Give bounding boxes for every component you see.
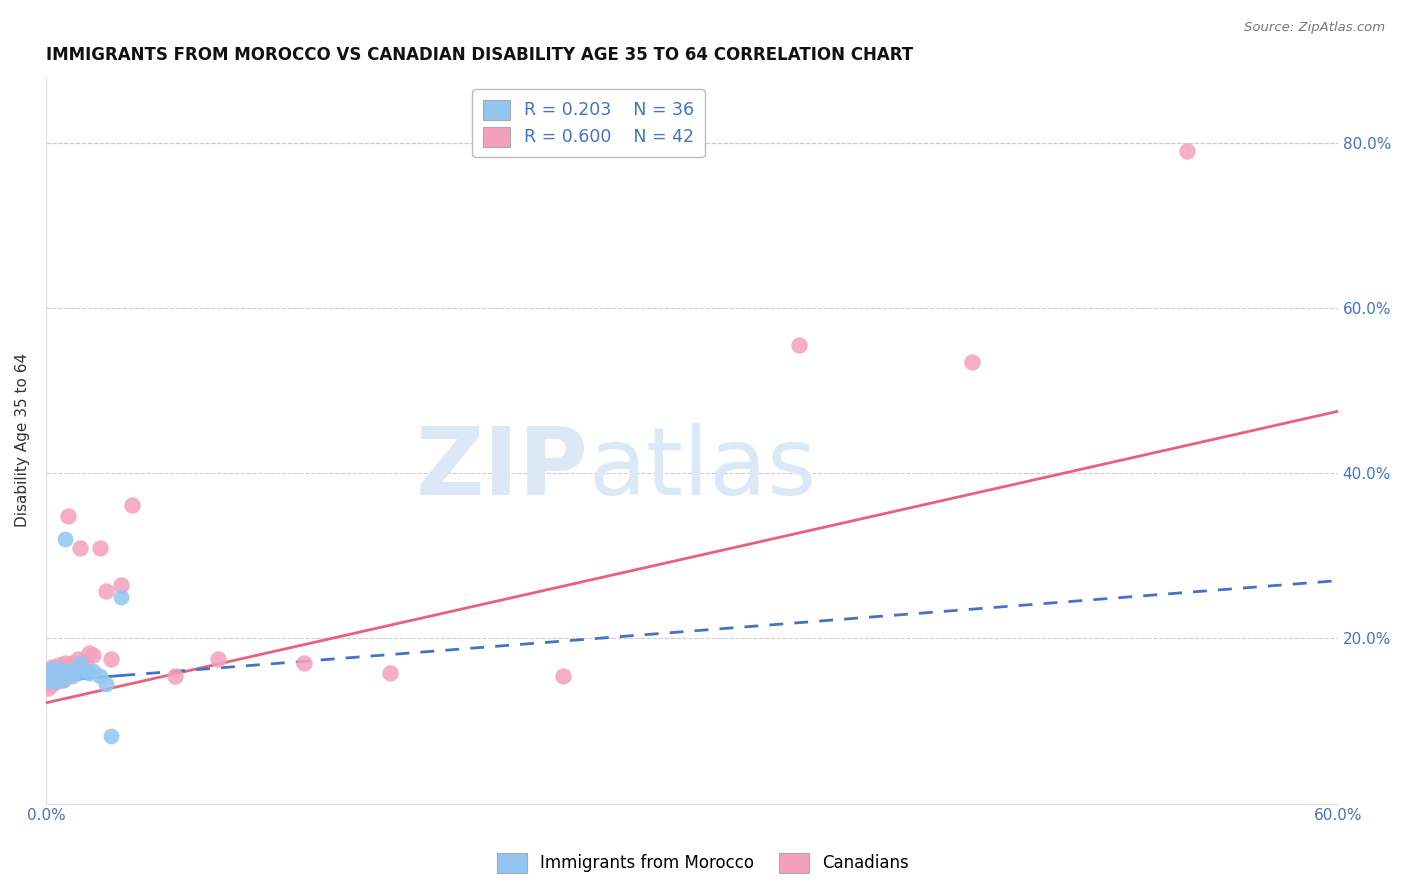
Point bbox=[49, 668, 72, 682]
Point bbox=[100, 652, 122, 666]
Point bbox=[63, 663, 86, 677]
Point bbox=[100, 729, 122, 743]
Point bbox=[41, 660, 63, 674]
Point bbox=[37, 668, 59, 682]
Point bbox=[44, 665, 66, 679]
Text: Source: ZipAtlas.com: Source: ZipAtlas.com bbox=[1244, 21, 1385, 34]
Point bbox=[82, 665, 104, 679]
Point bbox=[41, 662, 63, 676]
Point bbox=[45, 668, 67, 682]
Point bbox=[48, 666, 70, 681]
Point bbox=[45, 668, 67, 682]
Point bbox=[45, 665, 67, 679]
Point bbox=[82, 648, 104, 662]
Point bbox=[380, 666, 402, 681]
Point bbox=[165, 668, 187, 682]
Point bbox=[96, 583, 118, 598]
Point bbox=[37, 668, 59, 682]
Point bbox=[52, 673, 75, 687]
Point bbox=[60, 657, 83, 671]
Point bbox=[67, 666, 90, 681]
Point bbox=[49, 660, 72, 674]
Point bbox=[96, 677, 118, 691]
Point bbox=[551, 668, 574, 682]
Point bbox=[59, 665, 82, 679]
Point bbox=[77, 646, 100, 660]
Point bbox=[41, 666, 63, 681]
Point bbox=[73, 663, 96, 677]
Point bbox=[52, 663, 75, 677]
Point bbox=[48, 666, 70, 681]
Text: atlas: atlas bbox=[589, 424, 817, 516]
Point bbox=[39, 665, 62, 679]
Point bbox=[44, 671, 66, 685]
Text: ZIP: ZIP bbox=[416, 424, 589, 516]
Point bbox=[44, 663, 66, 677]
Point bbox=[53, 666, 76, 681]
Point bbox=[39, 665, 62, 679]
Point bbox=[44, 668, 66, 682]
Legend: R = 0.203    N = 36, R = 0.600    N = 42: R = 0.203 N = 36, R = 0.600 N = 42 bbox=[472, 89, 704, 157]
Y-axis label: Disability Age 35 to 64: Disability Age 35 to 64 bbox=[15, 353, 30, 527]
Point bbox=[789, 338, 811, 352]
Point bbox=[110, 578, 132, 592]
Point bbox=[56, 509, 79, 524]
Point bbox=[39, 673, 62, 687]
Point bbox=[37, 663, 59, 677]
Point bbox=[1175, 145, 1198, 159]
Point bbox=[49, 662, 72, 676]
Point bbox=[48, 657, 70, 672]
Point bbox=[41, 671, 63, 685]
Point bbox=[41, 677, 63, 691]
Point bbox=[48, 671, 70, 685]
Point bbox=[121, 498, 143, 512]
Point bbox=[56, 668, 79, 682]
Legend: Immigrants from Morocco, Canadians: Immigrants from Morocco, Canadians bbox=[491, 847, 915, 880]
Point bbox=[39, 668, 62, 682]
Point bbox=[37, 681, 59, 695]
Text: IMMIGRANTS FROM MOROCCO VS CANADIAN DISABILITY AGE 35 TO 64 CORRELATION CHART: IMMIGRANTS FROM MOROCCO VS CANADIAN DISA… bbox=[46, 46, 912, 64]
Point bbox=[207, 652, 229, 666]
Point bbox=[69, 541, 91, 555]
Point bbox=[53, 657, 76, 671]
Point bbox=[49, 668, 72, 682]
Point bbox=[110, 590, 132, 604]
Point bbox=[45, 663, 67, 677]
Point bbox=[52, 666, 75, 681]
Point bbox=[53, 533, 76, 547]
Point bbox=[59, 660, 82, 674]
Point bbox=[67, 652, 90, 666]
Point bbox=[960, 355, 983, 369]
Point bbox=[63, 663, 86, 677]
Point bbox=[292, 657, 315, 671]
Point bbox=[37, 666, 59, 681]
Point bbox=[69, 657, 91, 671]
Point bbox=[89, 541, 111, 555]
Point bbox=[52, 673, 75, 687]
Point bbox=[39, 673, 62, 687]
Point bbox=[73, 655, 96, 669]
Point bbox=[44, 673, 66, 687]
Point bbox=[41, 666, 63, 681]
Point bbox=[45, 674, 67, 689]
Point bbox=[89, 668, 111, 682]
Point bbox=[77, 666, 100, 681]
Point bbox=[60, 668, 83, 682]
Point bbox=[41, 674, 63, 689]
Point bbox=[45, 674, 67, 689]
